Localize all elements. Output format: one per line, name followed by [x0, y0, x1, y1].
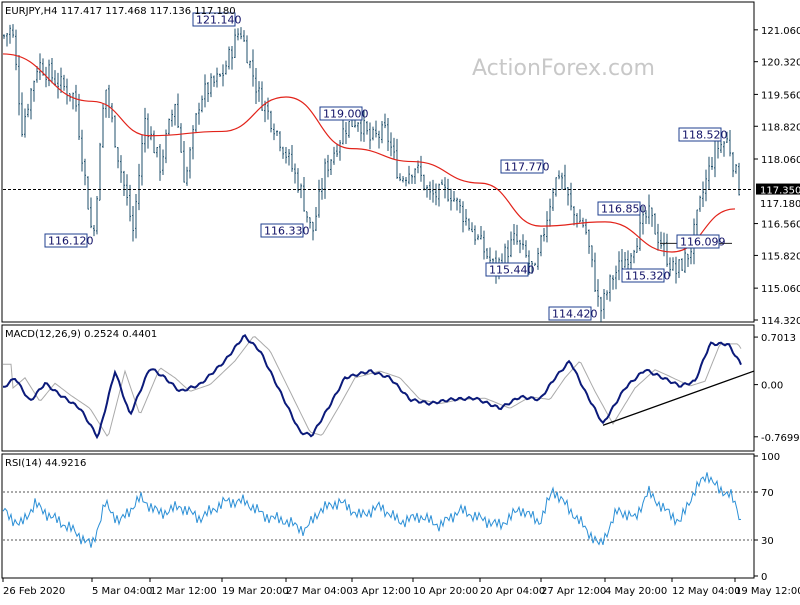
bid-price-label: 117.180 — [760, 199, 800, 210]
price-axis-label: 116.560 — [761, 220, 800, 231]
watermark: ActionForex.com — [472, 56, 655, 81]
time-axis-label: 12 May 04:00 — [672, 586, 741, 597]
axis-layer: 121.060 120.320 119.560 118.820 118.060 116.5… — [2, 26, 800, 597]
price-axis-label: 115.060 — [761, 284, 800, 295]
time-axis-label: 12 Mar 12:00 — [150, 586, 217, 597]
rsi-axis-label: 30 — [761, 536, 774, 547]
time-axis-label: 27 Apr 12:00 — [541, 586, 606, 597]
time-axis-label: 19 Mar 20:00 — [222, 586, 289, 597]
time-axis-label: 10 Apr 20:00 — [413, 586, 478, 597]
price-annotation-box — [676, 234, 720, 249]
rsi-panel-frame — [1, 453, 755, 579]
price-annotation-box — [621, 268, 665, 283]
price-annotation-label: 117.770 — [504, 161, 550, 174]
price-axis-label: 121.060 — [761, 26, 800, 37]
time-axis-label: 19 May 12:00 — [735, 586, 800, 597]
price-annotation-box — [192, 12, 236, 27]
rsi-title: RSI(14) 44.9216 — [5, 458, 86, 469]
time-axis-label: 5 Mar 04:00 — [92, 586, 152, 597]
price-layer: 121.140 116.120 119.000 116.330 117.770 115.4… — [2, 12, 752, 322]
macd-title: MACD(12,26,9) 0.2524 0.4401 — [5, 329, 157, 340]
price-annotation-label: 116.099 — [680, 236, 726, 249]
rsi-axis-label: 100 — [761, 452, 780, 463]
macd-axis-label: -0.7699 — [761, 433, 800, 444]
price-annotation-label: 115.440 — [489, 264, 535, 277]
price-annotation-label: 116.120 — [48, 235, 94, 248]
rsi-line — [2, 472, 742, 548]
rsi-axis-label: 70 — [761, 488, 774, 499]
price-annotation-label: 115.320 — [625, 270, 671, 283]
macd-layer — [3, 334, 755, 440]
price-annotation-box — [44, 233, 88, 248]
time-axis-label: 3 Apr 12:00 — [352, 586, 411, 597]
price-axis-label: 118.060 — [761, 155, 800, 166]
price-annotation-box — [485, 262, 529, 277]
price-annotation-label: 119.000 — [323, 108, 369, 121]
price-annotation-label: 118.520 — [682, 129, 728, 142]
price-annotation-box — [678, 127, 722, 142]
time-axis-label: 4 May 20:00 — [605, 586, 667, 597]
price-annotation-box — [260, 223, 304, 238]
moving-average-line — [2, 53, 736, 253]
price-annotation-box — [500, 159, 544, 174]
price-annotation-label: 114.420 — [552, 308, 598, 321]
price-panel-frame — [1, 1, 755, 323]
price-annotation-label: 121.140 — [196, 14, 242, 27]
rsi-axis-label: 0 — [761, 572, 767, 583]
macd-axis-label: 0.7013 — [761, 333, 796, 344]
rsi-layer — [2, 472, 752, 548]
time-axis-label: 27 Mar 04:00 — [286, 586, 353, 597]
price-annotation-label: 116.850 — [601, 203, 647, 216]
macd-axis-label: 0.00 — [761, 381, 783, 392]
current-price-label: 117.350 — [760, 186, 800, 197]
price-axis-label: 115.820 — [761, 251, 800, 262]
symbol-header: EURJPY,H4 117.417 117.468 117.136 117.18… — [5, 6, 236, 17]
price-axis-label: 118.820 — [761, 122, 800, 133]
price-axis-label: 119.560 — [761, 90, 800, 101]
macd-panel-frame — [1, 324, 755, 452]
price-axis-label: 120.320 — [761, 58, 800, 69]
current-price-badge — [756, 183, 800, 195]
price-annotation-box — [597, 201, 641, 216]
price-annotation-box — [548, 306, 592, 321]
time-axis-label: 26 Feb 2020 — [3, 586, 65, 597]
time-axis-label: 20 Apr 04:00 — [480, 586, 545, 597]
macd-line — [3, 334, 742, 440]
price-annotation-box — [319, 106, 363, 121]
macd-trendline — [602, 370, 755, 426]
macd-signal-line — [3, 336, 742, 437]
price-annotation-label: 116.330 — [264, 225, 310, 238]
price-axis-label: 114.320 — [761, 316, 800, 327]
